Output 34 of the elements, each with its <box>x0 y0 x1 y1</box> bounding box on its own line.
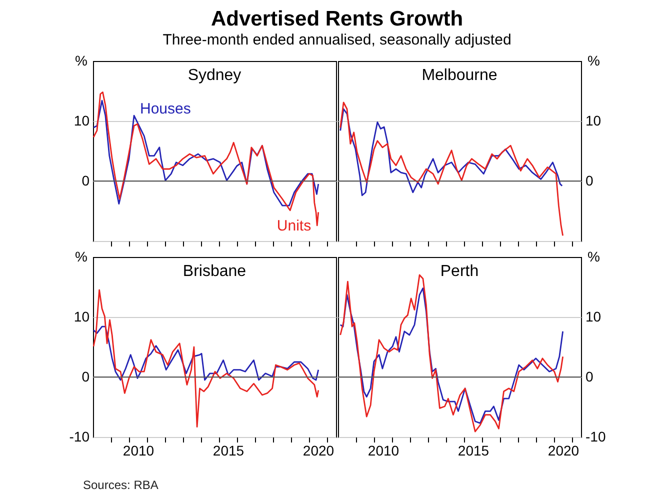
chart-title: Melbourne <box>422 67 498 84</box>
line-series <box>340 108 563 196</box>
line-series <box>93 100 320 206</box>
y-tick-label: 10 <box>586 308 602 324</box>
y-tick-label: 0 <box>586 368 594 384</box>
line-series <box>93 289 320 428</box>
x-tick-label: 2020 <box>548 442 580 458</box>
series-label: Units <box>276 217 312 234</box>
y-tick-label: 0 <box>82 172 90 188</box>
source-note: Sources: RBA <box>83 478 158 492</box>
x-tick-label: 2015 <box>212 442 244 458</box>
y-tick-label: 0 <box>586 172 594 188</box>
series-label: Houses <box>140 100 191 118</box>
y-tick-label: -10 <box>586 428 606 444</box>
x-tick-label: 2010 <box>122 442 154 458</box>
line-series <box>340 102 564 236</box>
chart-title: Perth <box>440 263 479 280</box>
y-tick-label: 10 <box>586 112 602 128</box>
text: Three-month ended annualised, seasonally adjusted <box>162 32 512 48</box>
y-tick-label: 10 <box>74 308 90 324</box>
text: Advertised Rents Growth <box>210 8 464 30</box>
line-series <box>93 326 320 381</box>
y-tick-label: -10 <box>69 428 90 444</box>
x-tick-label: 2010 <box>368 442 400 458</box>
y-tick-label: 0 <box>82 368 90 384</box>
y-tick-label: 10 <box>74 112 90 128</box>
y-axis-title: % <box>588 248 600 264</box>
chart-title: Brisbane <box>182 263 246 280</box>
y-axis-title: % <box>588 52 600 68</box>
y-axis-title: % <box>75 52 88 68</box>
y-axis-title: % <box>75 248 88 264</box>
x-tick-label: 2015 <box>458 442 490 458</box>
x-tick-label: 2020 <box>302 442 334 458</box>
chart-title: Sydney <box>188 67 242 84</box>
